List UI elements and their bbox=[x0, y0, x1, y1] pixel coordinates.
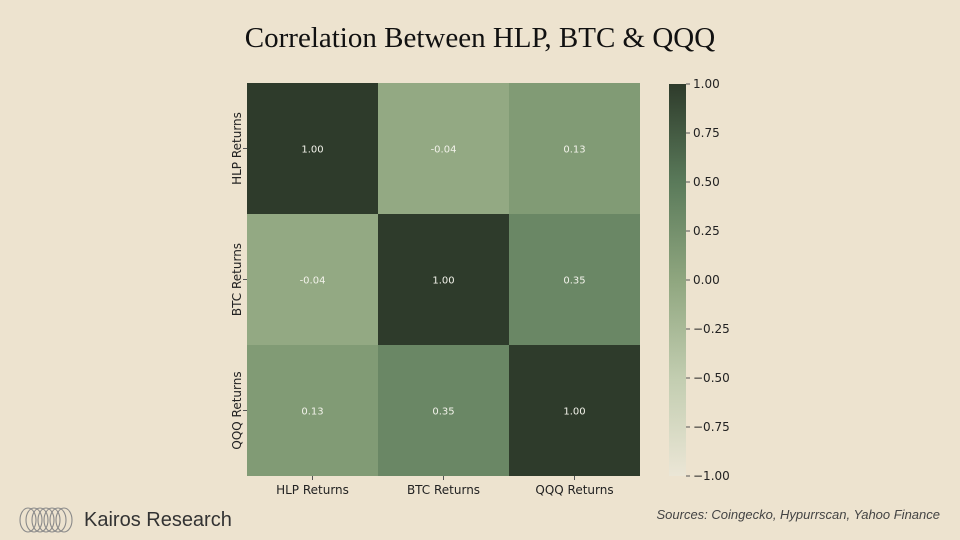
colorbar-tick-label: −0.50 bbox=[693, 371, 730, 385]
chart-title: Correlation Between HLP, BTC & QQQ bbox=[244, 22, 716, 54]
heatmap-cell-label: 0.35 bbox=[563, 276, 585, 287]
heatmap-cell-btc-returns-hlp-returns bbox=[247, 214, 378, 345]
colorbar-tick-label: 0.00 bbox=[693, 273, 720, 287]
x-tick-label: BTC Returns bbox=[407, 483, 480, 497]
heatmap-cell-hlp-returns-qqq-returns bbox=[509, 83, 640, 214]
heatmap-cell-label: 0.13 bbox=[301, 407, 323, 418]
heatmap-cell-label: 0.35 bbox=[432, 407, 454, 418]
heatmap-cell-label: -0.04 bbox=[431, 145, 457, 156]
x-tick-label: QQQ Returns bbox=[535, 483, 613, 497]
heatmap-cell-hlp-returns-hlp-returns bbox=[247, 83, 378, 214]
colorbar-tick-label: −0.75 bbox=[693, 420, 730, 434]
heatmap-cell-label: -0.04 bbox=[300, 276, 326, 287]
y-axis-ticks: HLP Returns BTC Returns QQQ Returns bbox=[230, 112, 247, 450]
heatmap-cell-btc-returns-qqq-returns bbox=[509, 214, 640, 345]
x-tick-label: HLP Returns bbox=[276, 483, 349, 497]
heatmap-cell-qqq-returns-btc-returns bbox=[378, 345, 509, 476]
kairos-logo-icon bbox=[19, 507, 73, 533]
heatmap-cell-label: 0.13 bbox=[563, 145, 585, 156]
heatmap-cell-qqq-returns-qqq-returns bbox=[509, 345, 640, 476]
brand: Kairos Research bbox=[18, 506, 232, 534]
colorbar-tick-label: 0.75 bbox=[693, 126, 720, 140]
heatmap-cell-label: 1.00 bbox=[301, 145, 323, 156]
brand-name: Kairos Research bbox=[84, 508, 232, 531]
heatmap-cell-hlp-returns-btc-returns bbox=[378, 83, 509, 214]
heatmap-cells: 1.00 -0.04 0.13 -0.04 1.00 0.35 0.13 0.35 1.00 bbox=[247, 83, 640, 476]
colorbar-tick-label: 1.00 bbox=[693, 77, 720, 91]
colorbar: 1.00 0.75 0.50 0.25 0.00 −0.25 −0.50 −0.75 −1.00 bbox=[669, 77, 730, 483]
colorbar-tick-label: −0.25 bbox=[693, 322, 730, 336]
heatmap-cell-btc-returns-btc-returns bbox=[378, 214, 509, 345]
x-axis-ticks: HLP Returns BTC Returns QQQ Returns bbox=[276, 476, 614, 497]
y-tick-label: QQQ Returns bbox=[230, 371, 244, 449]
y-tick-label: HLP Returns bbox=[230, 112, 244, 185]
heatmap-cell-label: 1.00 bbox=[432, 276, 454, 287]
colorbar-bar bbox=[669, 84, 686, 476]
y-tick-label: BTC Returns bbox=[230, 243, 244, 316]
colorbar-tick-label: −1.00 bbox=[693, 469, 730, 483]
sources-note: Sources: Coingecko, Hypurrscan, Yahoo Fi… bbox=[656, 507, 940, 522]
heatmap-cell-label: 1.00 bbox=[563, 407, 585, 418]
colorbar-tick-label: 0.25 bbox=[693, 224, 720, 238]
colorbar-tick-label: 0.50 bbox=[693, 175, 720, 189]
heatmap-cell-qqq-returns-hlp-returns bbox=[247, 345, 378, 476]
